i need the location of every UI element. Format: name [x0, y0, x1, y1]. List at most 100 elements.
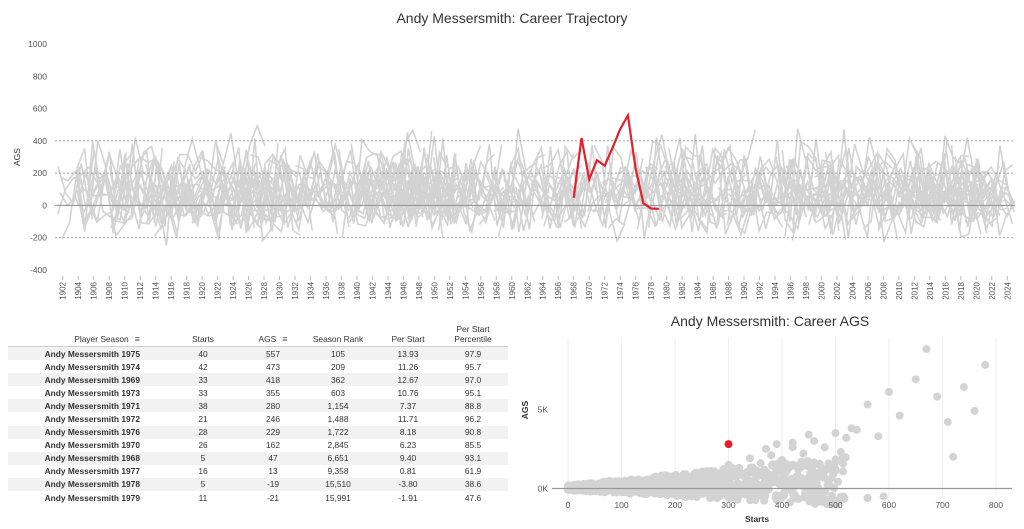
col-header-starts[interactable]: Starts [192, 334, 214, 344]
highlight-point [724, 440, 733, 449]
x-tick-label: 1976 [632, 281, 641, 299]
background-point [606, 481, 615, 490]
cell-ags: 418 [266, 374, 280, 385]
background-point [785, 462, 794, 470]
background-point [772, 491, 780, 500]
background-line [426, 138, 514, 227]
background-point [713, 471, 722, 480]
table-row[interactable]: Andy Messersmith 1969 33 418 362 12.67 97.0 [8, 373, 508, 387]
table-row[interactable]: Andy Messersmith 1972 21 246 1,488 11.71 96.2 [8, 412, 508, 425]
table-row[interactable]: Andy Messersmith 1970 26 162 2,845 6.23 85.5 [8, 439, 508, 452]
x-axis-label: Starts [745, 514, 769, 524]
table-row[interactable]: Andy Messersmith 1975 40 557 105 13.93 97.9 [8, 346, 508, 361]
x-tick-label: 1980 [663, 281, 672, 299]
cell-name: Andy Messersmith 1973 [44, 387, 140, 398]
x-tick-label: 1920 [198, 281, 207, 299]
cell-name: Andy Messersmith 1979 [44, 492, 140, 503]
background-line [902, 187, 919, 201]
background-point [839, 467, 848, 476]
background-line [250, 179, 284, 223]
cell-per-start: 11.26 [397, 361, 419, 372]
table-row[interactable]: Andy Messersmith 1979 11 -21 15,991 -1.91 47.… [8, 491, 508, 504]
background-line [813, 172, 831, 205]
x-tick-label: 1934 [306, 281, 315, 299]
career-line [572, 112, 659, 210]
background-point [778, 455, 786, 464]
background-point [981, 360, 990, 369]
sort-icon[interactable]: ≡ [134, 334, 140, 344]
x-tick-label: 300 [721, 500, 735, 510]
x-tick-label: 1978 [647, 281, 656, 299]
x-tick-label: 2018 [957, 281, 966, 299]
sort-icon[interactable]: ≡ [282, 334, 288, 344]
x-tick-label: 2014 [926, 281, 935, 299]
cell-per-start: 12.67 [397, 374, 419, 385]
col-header-season-rank[interactable]: Season Rank [312, 334, 364, 344]
table-row[interactable]: Andy Messersmith 1971 38 280 1,154 7.37 88.8 [8, 399, 508, 413]
cell-rank: 6,651 [327, 453, 349, 464]
background-line [587, 162, 659, 213]
background-point [746, 466, 755, 475]
background-line [162, 169, 281, 234]
background-line [676, 154, 724, 233]
background-line [227, 183, 338, 225]
table-row[interactable]: Andy Messersmith 1974 42 473 209 11.26 95.7 [8, 360, 508, 373]
x-tick-label: 1986 [709, 281, 718, 299]
background-line [920, 137, 999, 225]
background-line [57, 137, 175, 246]
col-header-ags[interactable]: AGS ≡ [258, 334, 288, 344]
background-line [691, 145, 801, 233]
background-line [250, 175, 322, 216]
x-tick-label: 700 [935, 500, 949, 510]
col-header-player-season[interactable]: Player Season ≡ [74, 334, 140, 344]
table-row[interactable]: Andy Messersmith 1973 33 355 603 10.76 95.1 [8, 386, 508, 399]
background-line [302, 165, 381, 220]
background-point [724, 470, 733, 479]
x-tick-label: 1906 [90, 281, 99, 299]
x-tick-label: 1902 [59, 281, 68, 299]
table-row[interactable]: Andy Messersmith 1968 5 47 6,651 9.40 93.1 [8, 451, 508, 465]
y-axis-label: AGS [12, 148, 22, 166]
y-tick-label: -400 [30, 265, 47, 275]
cell-rank: 1,154 [327, 400, 349, 411]
x-tick-label: 1928 [260, 281, 269, 299]
cell-per-start: 8.18 [399, 427, 417, 438]
x-tick-label: 1940 [353, 281, 362, 299]
cell-pct: 90.8 [464, 427, 482, 438]
season-table: Player Season ≡ Starts AGS ≡ Season Rank P… [8, 322, 508, 504]
background-point [617, 478, 626, 487]
background-point [735, 463, 744, 472]
background-line [131, 163, 227, 227]
x-tick-label: 1918 [183, 281, 192, 299]
x-tick-label: 1964 [539, 281, 548, 299]
x-tick-label: 1926 [245, 281, 254, 299]
x-tick-label: 2024 [1003, 281, 1012, 299]
cell-rank: 362 [331, 374, 345, 385]
y-tick-label: 400 [33, 136, 47, 146]
x-tick-label: 2016 [941, 281, 950, 299]
x-tick-label: 1994 [771, 281, 780, 299]
cell-starts: 5 [200, 479, 206, 490]
background-line [173, 164, 268, 228]
table-row[interactable]: Andy Messersmith 1976 28 229 1,722 8.18 90.8 [8, 425, 508, 439]
background-point [810, 436, 819, 445]
col-header-percentile[interactable]: Per Start Percentile [454, 324, 492, 344]
background-point [764, 485, 773, 494]
background-line [829, 136, 894, 235]
background-point [847, 424, 856, 433]
cell-starts: 5 [200, 453, 206, 464]
x-tick-label: 1998 [802, 281, 811, 299]
background-line [911, 143, 960, 224]
background-line [117, 148, 196, 225]
table-row[interactable]: Andy Messersmith 1978 5 -19 15,510 -3.80 38.6 [8, 477, 508, 492]
background-line [636, 140, 669, 230]
x-tick-label: 1932 [291, 281, 300, 299]
x-tick-label: 2004 [848, 281, 857, 299]
col-header-per-start[interactable]: Per Start [391, 334, 425, 344]
cell-per-start: -1.91 [398, 492, 418, 503]
cell-pct: 96.2 [464, 414, 482, 425]
background-point [776, 475, 785, 484]
x-tick-label: 1960 [508, 281, 517, 299]
background-point [895, 411, 904, 420]
table-row[interactable]: Andy Messersmith 1977 16 13 9,358 0.81 61.9 [8, 465, 508, 478]
